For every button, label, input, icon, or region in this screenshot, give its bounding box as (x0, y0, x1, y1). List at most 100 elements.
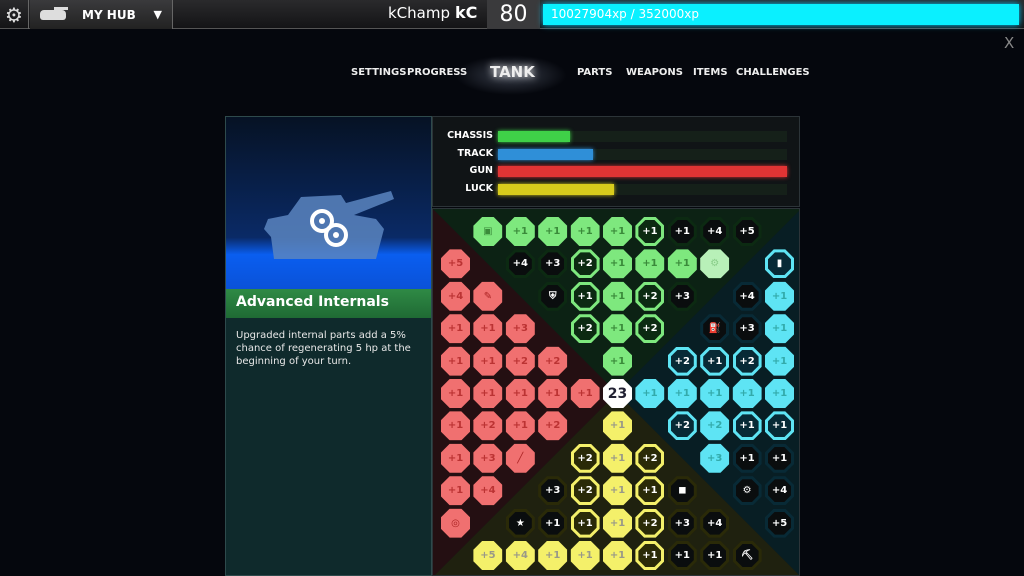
grid-node[interactable]: +1 (732, 443, 762, 473)
grid-node[interactable]: +1 (603, 508, 632, 538)
grid-node[interactable]: ★ (505, 508, 535, 538)
grid-node[interactable]: +1 (700, 379, 730, 408)
grid-node[interactable]: +2 (667, 411, 697, 441)
grid-node[interactable]: +4 (473, 476, 503, 506)
grid-node[interactable]: ⛏ (732, 541, 762, 570)
grid-node[interactable]: +1 (441, 314, 470, 344)
grid-node[interactable]: +2 (505, 346, 535, 376)
grid-node[interactable]: +3 (473, 443, 503, 473)
tab-challenges[interactable]: CHALLENGES (736, 67, 810, 78)
grid-node[interactable]: +2 (570, 249, 600, 279)
grid-node[interactable]: +1 (441, 443, 470, 473)
grid-node[interactable]: +1 (473, 379, 503, 408)
grid-node[interactable]: +1 (603, 541, 632, 570)
grid-node[interactable]: +3 (667, 508, 697, 538)
grid-node[interactable]: +4 (505, 249, 535, 279)
grid-node[interactable]: ▣ (473, 217, 503, 246)
grid-node[interactable]: +1 (570, 379, 600, 408)
grid-node[interactable]: ⛽ (700, 314, 730, 344)
grid-node[interactable]: +1 (635, 249, 665, 279)
grid-node[interactable]: ⛨ (538, 281, 568, 311)
grid-node[interactable]: +1 (473, 346, 503, 376)
grid-node[interactable]: +2 (570, 443, 600, 473)
grid-node[interactable]: +4 (441, 281, 470, 311)
settings-gear-button[interactable]: ⚙ (0, 0, 29, 29)
grid-node[interactable]: +1 (441, 379, 470, 408)
grid-node[interactable]: +1 (441, 476, 470, 506)
grid-node[interactable]: +1 (635, 217, 665, 246)
grid-node[interactable]: +1 (505, 379, 535, 408)
tab-progress[interactable]: PROGRESS (407, 67, 468, 78)
grid-node[interactable]: +1 (765, 314, 794, 344)
grid-node[interactable]: +2 (538, 346, 568, 376)
grid-node[interactable]: +2 (635, 508, 665, 538)
grid-node[interactable]: +3 (732, 314, 762, 344)
grid-node[interactable]: +1 (570, 541, 600, 570)
center-points[interactable]: 23 (603, 379, 632, 408)
grid-node[interactable]: +5 (765, 508, 794, 538)
grid-node[interactable]: +1 (441, 411, 470, 441)
grid-node[interactable]: +1 (765, 411, 794, 441)
grid-node[interactable]: +1 (570, 508, 600, 538)
grid-node[interactable]: +1 (603, 346, 632, 376)
grid-node[interactable]: +1 (667, 379, 697, 408)
grid-node[interactable]: +3 (700, 443, 730, 473)
grid-node[interactable]: +1 (441, 346, 470, 376)
grid-node[interactable]: +1 (538, 508, 568, 538)
grid-node[interactable]: +1 (603, 281, 632, 311)
tab-settings[interactable]: SETTINGS (351, 67, 407, 78)
grid-node[interactable]: +2 (473, 411, 503, 441)
grid-node[interactable]: +1 (603, 314, 632, 344)
grid-node[interactable]: +1 (667, 541, 697, 570)
grid-node[interactable]: ⚙ (732, 476, 762, 506)
grid-node[interactable]: +2 (700, 411, 730, 441)
grid-node[interactable]: +1 (538, 379, 568, 408)
grid-node[interactable]: +3 (538, 249, 568, 279)
grid-node[interactable]: +1 (570, 217, 600, 246)
grid-node[interactable]: +4 (700, 217, 730, 246)
grid-node[interactable]: ⚙ (700, 249, 730, 279)
grid-node[interactable]: +1 (732, 411, 762, 441)
grid-node[interactable]: +1 (538, 217, 568, 246)
grid-node[interactable]: +1 (603, 443, 632, 473)
grid-node[interactable]: +1 (667, 249, 697, 279)
grid-node[interactable]: +5 (732, 217, 762, 246)
grid-node[interactable]: +2 (667, 346, 697, 376)
tab-tank[interactable]: TANK (490, 63, 535, 81)
hub-dropdown[interactable]: MY HUB ▼ (30, 0, 173, 29)
grid-node[interactable]: +1 (732, 379, 762, 408)
grid-node[interactable]: +5 (473, 541, 503, 570)
grid-node[interactable]: +2 (635, 443, 665, 473)
grid-node[interactable]: +5 (441, 249, 470, 279)
grid-node[interactable]: +1 (570, 281, 600, 311)
grid-node[interactable]: +1 (505, 411, 535, 441)
grid-node[interactable]: +1 (765, 281, 794, 311)
grid-node[interactable]: +4 (765, 476, 794, 506)
grid-node[interactable]: ✎ (473, 281, 503, 311)
grid-node[interactable]: +1 (538, 541, 568, 570)
grid-node[interactable]: +1 (603, 411, 632, 441)
grid-node[interactable]: +1 (603, 476, 632, 506)
grid-node[interactable]: +1 (603, 249, 632, 279)
grid-node[interactable]: +1 (505, 217, 535, 246)
grid-node[interactable]: +2 (538, 411, 568, 441)
grid-node[interactable]: +1 (700, 541, 730, 570)
grid-node[interactable]: +1 (700, 346, 730, 376)
tab-items[interactable]: ITEMS (693, 67, 728, 78)
grid-node[interactable]: +1 (765, 443, 794, 473)
grid-node[interactable]: +1 (765, 346, 794, 376)
grid-node[interactable]: +1 (635, 476, 665, 506)
grid-node[interactable]: +3 (505, 314, 535, 344)
grid-node[interactable]: +2 (635, 281, 665, 311)
tab-weapons[interactable]: WEAPONS (626, 67, 684, 78)
grid-node[interactable]: +1 (635, 541, 665, 570)
grid-node[interactable]: ▮ (765, 249, 794, 279)
grid-node[interactable]: +2 (635, 314, 665, 344)
grid-node[interactable]: +1 (635, 379, 665, 408)
grid-node[interactable]: +2 (570, 314, 600, 344)
grid-node[interactable]: +1 (473, 314, 503, 344)
grid-node[interactable]: +4 (700, 508, 730, 538)
grid-node[interactable]: +4 (732, 281, 762, 311)
grid-node[interactable]: ◼ (667, 476, 697, 506)
grid-node[interactable]: ╱ (505, 443, 535, 473)
